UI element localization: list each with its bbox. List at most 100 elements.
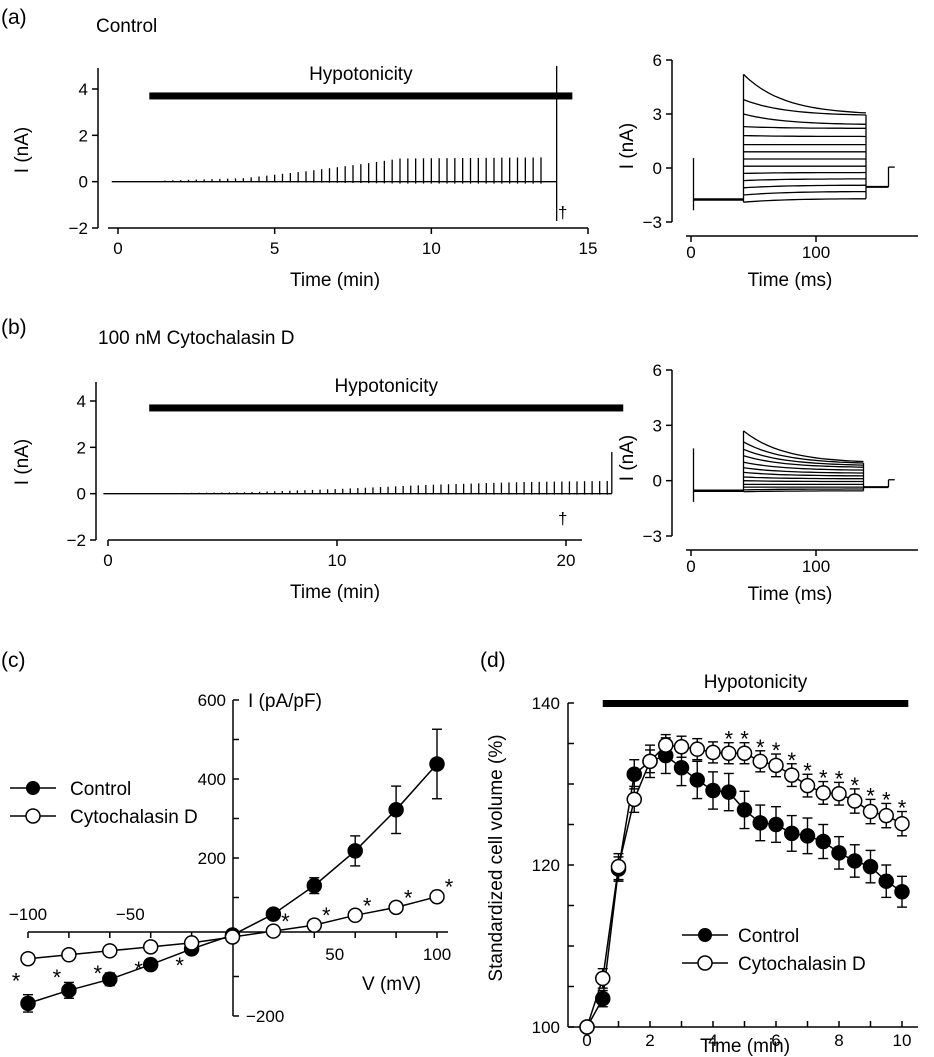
legend-marker-cytochalasin (25, 808, 41, 824)
current-trace (743, 480, 864, 483)
current-trace (743, 448, 864, 466)
y-tick-label: 2 (79, 126, 88, 145)
current-trace (743, 455, 864, 468)
current-trace (743, 171, 867, 175)
y-tick-label: 0 (77, 485, 86, 504)
chart-d: Hypotonicity Time (min) Standardized cel… (486, 672, 918, 1057)
x-tick-label: 15 (579, 239, 598, 258)
data-point-control (388, 802, 404, 818)
dagger-mark: † (558, 509, 567, 528)
data-point-control (20, 995, 36, 1012)
current-trace (743, 488, 864, 491)
significance-star: * (772, 738, 781, 763)
y-tick-label: 6 (653, 361, 662, 380)
data-point-cytochalasin (721, 745, 737, 761)
data-point-cytochalasin (626, 791, 642, 808)
data-point-control (102, 971, 118, 988)
x-tick-label: 6 (771, 1031, 780, 1050)
significance-star: * (53, 965, 62, 990)
y-axis-title: I (nA) (617, 123, 638, 169)
significance-star: * (94, 961, 103, 986)
chart-b-main: Hypotonicity † Time (min) I (nA) 0 10 20−2… (12, 376, 624, 603)
panel-label-c: (c) (1, 649, 26, 672)
y-axis-title: I (nA) (12, 127, 33, 173)
chart-a-main: Hypotonicity † Time (min) I (nA) 0 5 10 15 −… (12, 64, 597, 291)
significance-star: * (756, 735, 765, 760)
y-tick-label: 0 (653, 472, 662, 491)
legend-label-control: Control (738, 926, 799, 947)
data-point-control (721, 784, 737, 800)
y-tick-label: 0 (79, 173, 88, 192)
data-point-control (736, 802, 753, 818)
significance-star: * (12, 969, 21, 994)
y-tick-label: 120 (532, 856, 560, 875)
legend: Control Cytochalasin D (682, 926, 866, 975)
current-trace (743, 461, 864, 471)
legend-marker-control (698, 928, 712, 942)
significance-star: * (134, 957, 143, 982)
significance-star: * (803, 758, 812, 783)
data-point-cytochalasin (610, 858, 627, 875)
y-tick-label: 3 (653, 105, 662, 124)
x-tick-label: 8 (834, 1031, 843, 1050)
data-point-cytochalasin (595, 970, 611, 987)
data-point-control (142, 956, 159, 973)
data-point-control (847, 853, 863, 869)
hypotonicity-bar (149, 92, 573, 100)
data-point-cytochalasin (752, 753, 768, 770)
y-axis-title: I (nA) (12, 439, 33, 485)
current-trace (743, 476, 864, 480)
legend-marker-cytochalasin (697, 955, 713, 971)
data-point-control (799, 828, 816, 844)
data-point-cytochalasin (20, 950, 36, 967)
current-trace (743, 134, 867, 138)
x-axis-title: Time (ms) (748, 270, 833, 291)
x-tick-label: 0 (686, 557, 695, 576)
y-tick-label: 4 (79, 80, 88, 99)
x-axis-title: V (mV) (362, 974, 421, 995)
x-tick-label: 100 (423, 945, 451, 964)
data-point-cytochalasin (862, 803, 879, 820)
data-point-cytochalasin (847, 793, 863, 809)
data-point-cytochalasin (429, 888, 445, 905)
x-tick-label: 10 (328, 551, 347, 570)
y-tick-label: 600 (198, 691, 226, 710)
data-point-cytochalasin (102, 943, 118, 959)
data-point-control (862, 858, 879, 875)
data-point-cytochalasin (658, 737, 674, 753)
data-point-cytochalasin (689, 741, 705, 757)
current-trace (743, 198, 866, 203)
x-tick-label: 50 (325, 945, 344, 964)
x-axis-title: Time (min) (290, 270, 380, 291)
data-point-control (347, 843, 363, 859)
significance-star: * (724, 727, 733, 752)
current-trace (743, 178, 866, 182)
y-tick-label: 0 (653, 159, 662, 178)
y-tick-label: −200 (246, 1007, 284, 1026)
current-trace (743, 490, 864, 493)
significance-star: * (404, 885, 413, 910)
legend: Control Cytochalasin D (10, 779, 198, 828)
y-tick-label: 140 (532, 694, 560, 713)
y-axis-title: I (nA) (617, 435, 638, 481)
data-point-cytochalasin (642, 753, 658, 770)
data-point-cytochalasin (61, 947, 77, 963)
data-point-control (894, 883, 910, 900)
x-tick-label: 4 (708, 1031, 717, 1050)
data-point-cytochalasin (579, 1019, 595, 1035)
y-tick-label: −3 (643, 527, 662, 546)
y-tick-label: 400 (198, 770, 226, 789)
hypotonicity-label: Hypotonicity (704, 672, 808, 693)
data-point-cytochalasin (705, 744, 721, 761)
significance-star: * (835, 766, 844, 791)
x-tick-label: 100 (802, 557, 830, 576)
x-tick-label: 5 (270, 239, 279, 258)
data-point-control (306, 877, 323, 894)
x-tick-label: 100 (802, 243, 830, 262)
legend-label-control: Control (70, 779, 131, 800)
significance-star: * (850, 773, 859, 798)
data-point-control (815, 833, 831, 850)
y-tick-label: −3 (643, 213, 662, 232)
data-point-control (595, 990, 611, 1007)
